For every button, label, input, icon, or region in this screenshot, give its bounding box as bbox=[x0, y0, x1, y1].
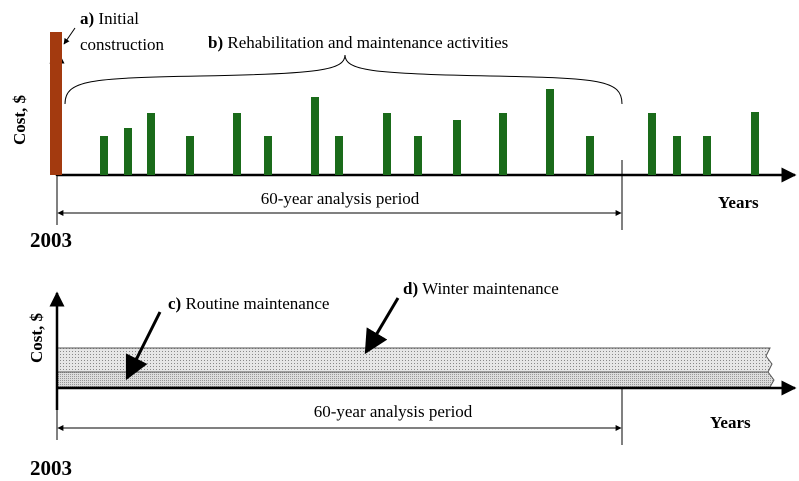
x-label: Years bbox=[710, 413, 751, 432]
label-c: c) Routine maintenance bbox=[168, 294, 329, 313]
winter-band bbox=[56, 347, 773, 373]
label-b: b) Rehabilitation and maintenance activi… bbox=[208, 33, 508, 52]
y-label: Cost, $ bbox=[27, 312, 46, 363]
rehab-bars bbox=[100, 89, 759, 175]
y-label: Cost, $ bbox=[10, 94, 29, 145]
brace bbox=[64, 54, 623, 105]
arrow-d bbox=[364, 297, 400, 355]
arrow-c bbox=[125, 311, 162, 381]
initial-bar bbox=[50, 32, 62, 175]
start-year: 2003 bbox=[30, 456, 72, 480]
x-label: Years bbox=[718, 193, 759, 212]
label-a: a) Initial bbox=[80, 9, 139, 28]
label-a-line2: construction bbox=[80, 35, 165, 54]
top-diagram: Cost, $ a) Initial construction b) Rehab… bbox=[10, 9, 797, 252]
routine-band bbox=[56, 371, 775, 388]
period-label: 60-year analysis period bbox=[261, 189, 420, 208]
period-label: 60-year analysis period bbox=[314, 402, 473, 421]
label-d: d) Winter maintenance bbox=[403, 279, 559, 298]
start-year: 2003 bbox=[30, 228, 72, 252]
arrow-a bbox=[63, 27, 76, 45]
bottom-diagram: Cost, $ c) Routine maintenance d) Winter… bbox=[27, 279, 797, 480]
